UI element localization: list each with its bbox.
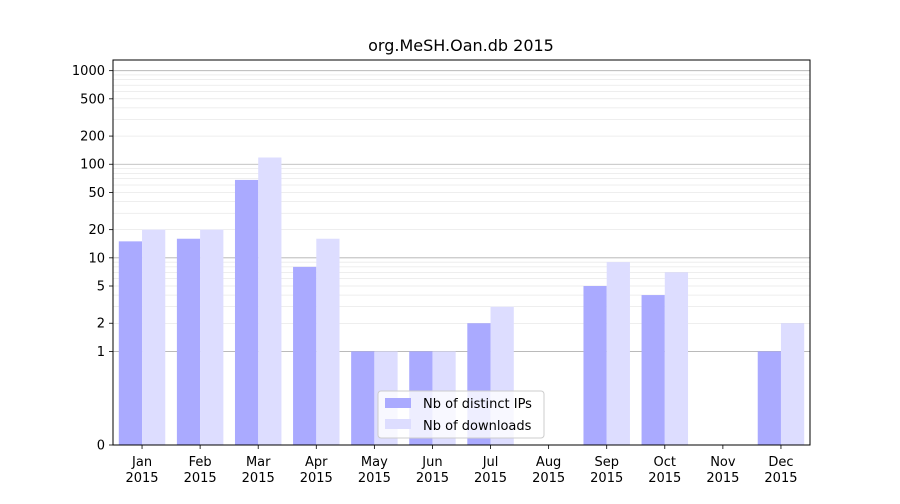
x-tick-label-month: Feb — [189, 455, 212, 470]
bar-downloads — [780, 323, 805, 445]
x-tick-label-month: May — [361, 455, 388, 470]
y-tick-label: 20 — [88, 223, 105, 238]
bar-downloads — [200, 229, 224, 445]
y-tick-label: 0 — [97, 439, 105, 454]
y-tick-label: 1 — [97, 345, 105, 360]
x-tick-label-month: Sep — [594, 455, 619, 470]
legend-frame — [377, 390, 545, 439]
x-tick-label-year: 2015 — [706, 471, 739, 486]
x-tick-label-year: 2015 — [474, 471, 507, 486]
x-tick-label-year: 2015 — [300, 471, 333, 486]
bar-downloads — [142, 229, 166, 445]
y-tick-label: 500 — [80, 92, 105, 107]
x-tick-label-year: 2015 — [242, 471, 275, 486]
y-axis: 0 1 2 5 10 20 50 100 200 500 1000 — [72, 64, 113, 454]
x-tick-label-month: Apr — [305, 455, 328, 470]
y-tick-label: 50 — [88, 186, 105, 201]
bar-distinct-ips — [293, 266, 317, 445]
bar-downloads — [258, 157, 282, 445]
legend-swatch-downloads — [385, 419, 411, 429]
bar-downloads — [664, 272, 689, 445]
y-tick-label: 200 — [80, 130, 105, 145]
bar-downloads — [606, 262, 630, 445]
x-tick-label-year: 2015 — [358, 471, 391, 486]
x-tick-label-month: Mar — [246, 455, 271, 470]
bar-distinct-ips — [583, 286, 607, 445]
x-tick-label-month: Oct — [654, 455, 676, 470]
x-tick-label-year: 2015 — [648, 471, 681, 486]
bar-distinct-ips — [234, 179, 259, 445]
y-tick-label: 2 — [97, 317, 105, 332]
legend-label-downloads: Nb of downloads — [423, 419, 532, 434]
bar-distinct-ips — [641, 295, 665, 445]
x-tick-label-year: 2015 — [125, 471, 158, 486]
bar-distinct-ips — [118, 241, 143, 445]
bar-distinct-ips — [351, 351, 375, 445]
x-tick-label-year: 2015 — [532, 471, 565, 486]
bar-downloads — [316, 238, 340, 445]
x-tick-label-month: Dec — [768, 455, 793, 470]
x-tick-label-year: 2015 — [764, 471, 797, 486]
x-tick-label-year: 2015 — [416, 471, 449, 486]
x-tick-label-month: Jun — [421, 455, 442, 470]
grid-lines — [113, 70, 810, 352]
x-tick-label-month: Nov — [710, 455, 736, 470]
bar-distinct-ips — [176, 238, 201, 445]
legend-swatch-distinct-ips — [385, 398, 411, 408]
y-tick-label: 5 — [97, 280, 105, 295]
y-tick-label: 1000 — [72, 64, 105, 79]
x-tick-label-month: Jul — [482, 455, 499, 470]
y-tick-label: 100 — [80, 158, 105, 173]
bar-distinct-ips — [757, 351, 781, 445]
legend: Nb of distinct IPs Nb of downloads — [377, 390, 545, 439]
y-tick-label: 10 — [88, 251, 105, 266]
x-tick-label-month: Aug — [536, 455, 561, 470]
x-tick-label-month: Jan — [131, 455, 152, 470]
plot-frame — [112, 59, 811, 446]
x-tick-label-year: 2015 — [184, 471, 217, 486]
x-axis: Jan2015Feb2015Mar2015Apr2015May2015Jun20… — [125, 445, 798, 486]
chart-title: org.MeSH.Oan.db 2015 — [368, 36, 554, 55]
legend-label-distinct-ips: Nb of distinct IPs — [423, 397, 532, 412]
x-tick-label-year: 2015 — [590, 471, 623, 486]
